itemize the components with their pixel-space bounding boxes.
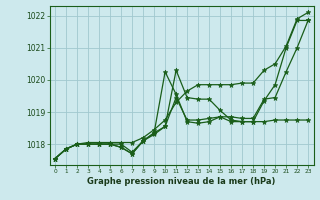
X-axis label: Graphe pression niveau de la mer (hPa): Graphe pression niveau de la mer (hPa): [87, 177, 276, 186]
